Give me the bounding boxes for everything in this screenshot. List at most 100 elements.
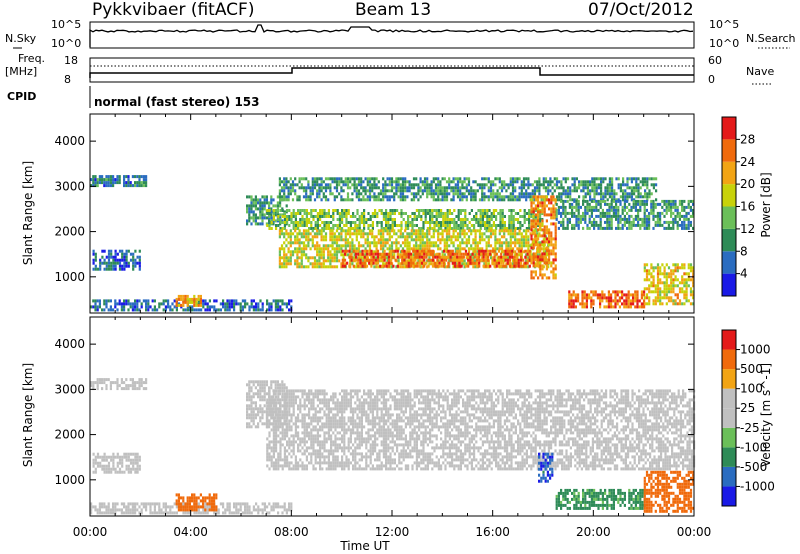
power-cell: [539, 243, 542, 247]
power-cell: [426, 209, 429, 212]
power-cell: [313, 232, 317, 236]
power-cell: [459, 229, 462, 233]
power-cell: [683, 199, 686, 203]
power-cell: [685, 217, 688, 221]
velocity-cell: [90, 502, 93, 506]
power-cell: [681, 208, 684, 212]
power-cell: [351, 247, 354, 251]
power-cell: [435, 209, 438, 212]
power-cell: [287, 256, 290, 260]
power-cell: [626, 198, 629, 202]
power-cell: [640, 290, 643, 294]
power-cell: [500, 195, 504, 199]
power-cell: [552, 258, 555, 262]
power-cell: [442, 249, 446, 253]
power-cell: [158, 305, 161, 309]
velocity-cell: [153, 508, 156, 512]
power-cell: [523, 215, 526, 218]
power-cell: [344, 247, 347, 251]
power-cell: [474, 189, 477, 193]
power-cell: [534, 252, 537, 256]
power-cell: [595, 205, 598, 209]
power-cell: [437, 177, 440, 181]
power-cell: [525, 198, 528, 202]
power-cell: [399, 177, 402, 181]
power-cell: [456, 249, 459, 253]
power-cell: [467, 192, 471, 196]
velocity-cell: [92, 464, 95, 468]
power-cell: [534, 209, 537, 212]
power-cell: [472, 192, 475, 196]
power-cell: [409, 252, 413, 256]
power-cell: [444, 218, 447, 221]
power-cell: [518, 186, 521, 190]
power-cell: [277, 215, 280, 218]
power-cell: [412, 258, 415, 262]
power-cell: [498, 232, 501, 236]
power-cell: [585, 293, 588, 297]
power-cell: [473, 224, 476, 227]
power-cell: [486, 252, 490, 256]
power-cell: [346, 261, 349, 265]
power-cell: [394, 249, 397, 253]
power-cell: [281, 219, 284, 223]
power-cell: [579, 302, 582, 306]
power-cell: [331, 259, 334, 263]
power-cell: [412, 198, 416, 202]
power-cell: [648, 177, 651, 181]
power-cell: [377, 192, 380, 196]
power-cell: [316, 253, 319, 257]
power-cell: [94, 308, 97, 312]
power-cell: [663, 287, 666, 291]
power-cell: [263, 213, 266, 217]
power-cell: [469, 258, 472, 262]
power-cell: [492, 195, 495, 199]
power-cell: [692, 296, 695, 300]
power-cell: [473, 218, 476, 221]
velocity-cell: [134, 508, 137, 512]
power-cell: [424, 209, 427, 212]
power-cell: [557, 211, 560, 215]
power-cell: [495, 264, 498, 268]
power-cell: [370, 261, 373, 265]
power-cell: [687, 199, 690, 203]
power-cell: [604, 189, 607, 193]
power-cell: [307, 183, 310, 187]
power-cell: [177, 303, 180, 307]
power-cell: [487, 180, 490, 184]
power-cell: [351, 198, 354, 202]
power-cell: [180, 297, 183, 301]
power-cell: [397, 259, 400, 263]
power-cell: [532, 195, 535, 199]
power-cell: [492, 212, 495, 215]
power-cell: [132, 264, 135, 268]
power-cell: [338, 247, 341, 251]
power-cell: [153, 305, 156, 309]
power-cell: [346, 229, 350, 233]
power-cell: [357, 232, 361, 236]
power-cell: [470, 218, 473, 221]
power-cell: [589, 192, 592, 196]
power-cell: [257, 207, 260, 211]
power-cell: [528, 252, 531, 256]
power-cell: [548, 240, 551, 244]
power-cell: [311, 265, 314, 269]
power-cell: [382, 198, 385, 202]
power-cell: [395, 177, 398, 181]
power-cell: [633, 189, 636, 193]
power-cell: [479, 227, 482, 230]
power-cell: [595, 208, 598, 212]
power-cell: [357, 247, 361, 251]
power-cell: [309, 195, 312, 199]
power-cell: [351, 262, 354, 266]
power-cell: [518, 198, 521, 202]
power-cell: [431, 209, 434, 212]
power-cell: [132, 255, 135, 259]
velocity-cell: [123, 387, 126, 391]
power-cell: [268, 305, 271, 309]
power-cell: [645, 199, 648, 203]
power-cell: [538, 241, 541, 245]
power-cell: [467, 238, 471, 242]
power-cell: [385, 252, 388, 256]
power-cell: [550, 198, 553, 202]
